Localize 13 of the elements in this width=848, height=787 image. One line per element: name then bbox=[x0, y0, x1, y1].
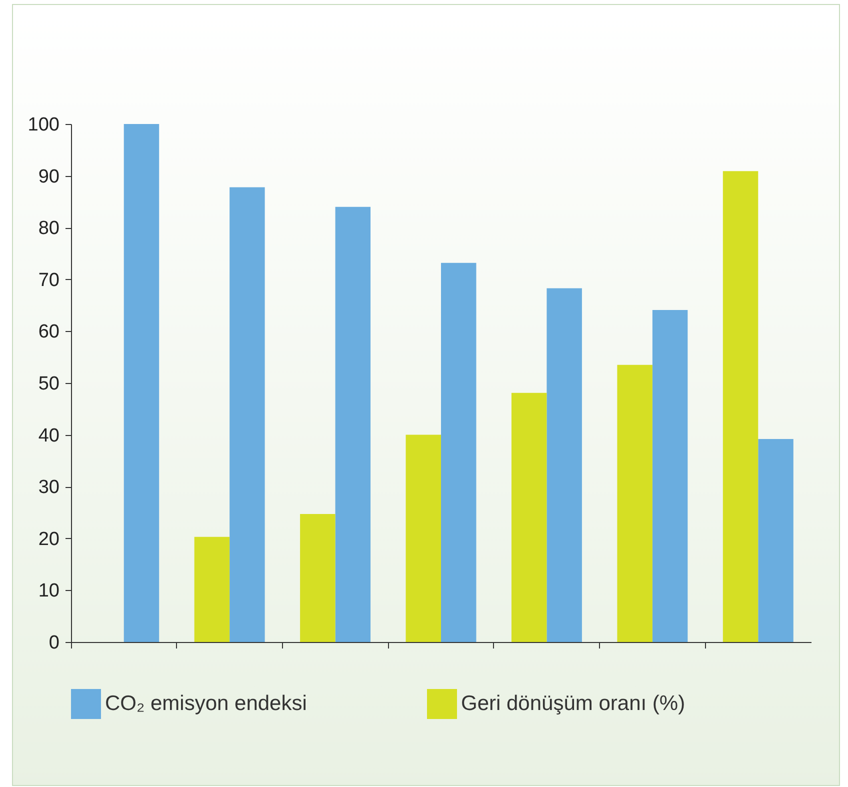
y-tick-label: 70 bbox=[38, 270, 60, 291]
y-tick-label: 80 bbox=[38, 218, 60, 240]
y-tick-label: 20 bbox=[38, 528, 60, 550]
y-tick-label: 30 bbox=[38, 477, 60, 498]
y-tick-label: 50 bbox=[38, 374, 60, 394]
y-tick-label: 60 bbox=[38, 322, 60, 343]
y-tick-label: 90 bbox=[38, 166, 60, 188]
y-tick-label: 100 bbox=[28, 114, 60, 136]
legend-label: CO₂ emisyon endeksi bbox=[105, 692, 307, 715]
y-tick-label: 10 bbox=[38, 580, 60, 602]
y-tick-label: 0 bbox=[48, 632, 60, 654]
y-tick-label: 40 bbox=[38, 425, 60, 446]
legend-label: Geri dönüşüm oranı (%) bbox=[461, 692, 686, 715]
